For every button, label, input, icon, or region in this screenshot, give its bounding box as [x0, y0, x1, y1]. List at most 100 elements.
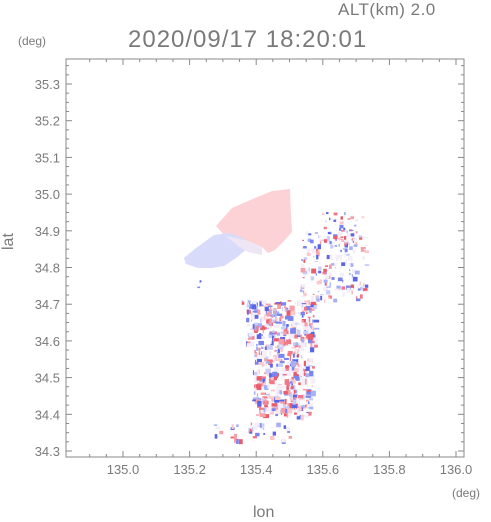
- radar-pixel: [265, 356, 269, 359]
- radar-pixel: [260, 376, 266, 379]
- radar-pixel: [258, 340, 264, 346]
- radar-pixel: [294, 367, 297, 373]
- radar-pixel: [268, 363, 272, 366]
- radar-pixel: [313, 256, 315, 258]
- radar-pixel: [319, 262, 321, 265]
- radar-pixel: [276, 409, 281, 415]
- radar-pixel: [285, 339, 292, 345]
- radar-pixel: [257, 369, 259, 375]
- radar-pixel: [333, 298, 338, 303]
- radar-pixel: [330, 263, 335, 266]
- radar-pixel: [276, 363, 278, 367]
- radar-pixel: [364, 290, 369, 293]
- radar-pixel: [347, 218, 351, 220]
- radar-pixel: [246, 317, 250, 323]
- radar-pixel: [311, 296, 314, 300]
- radar-pixel: [314, 261, 318, 262]
- radar-pixel: [360, 286, 364, 290]
- radar-pixel: [289, 410, 292, 417]
- radar-pixel: [291, 382, 293, 386]
- radar-pixel: [246, 309, 251, 314]
- radar-pixel: [215, 426, 221, 430]
- radar-pixel: [270, 324, 272, 328]
- radar-pixel: [343, 243, 347, 246]
- radar-pixel: [277, 304, 281, 309]
- radar-pixel: [297, 364, 303, 370]
- x-tick-label: 135.8: [373, 462, 406, 477]
- radar-pixel: [355, 296, 358, 301]
- radar-pixel: [291, 315, 297, 317]
- radar-pixel: [256, 353, 262, 358]
- radar-pixel: [254, 326, 259, 332]
- radar-pixel: [362, 235, 364, 240]
- radar-pixel: [260, 423, 262, 428]
- radar-pixel: [272, 371, 278, 377]
- radar-pixel: [264, 316, 269, 319]
- radar-pixel: [294, 302, 297, 305]
- radar-pixel: [306, 389, 312, 395]
- radar-pixel: [254, 325, 257, 331]
- radar-pixel: [334, 267, 336, 269]
- radar-pixel: [351, 274, 354, 278]
- radar-pixel: [277, 435, 279, 438]
- x-axis-unit: (deg): [452, 486, 481, 500]
- radar-pixel: [340, 216, 343, 220]
- radar-pixel: [292, 379, 296, 384]
- radar-pixel: [294, 354, 297, 360]
- radar-pixel: [302, 341, 307, 347]
- radar-pixel: [354, 219, 359, 222]
- radar-pixel: [326, 255, 330, 260]
- radar-pixel: [323, 279, 328, 283]
- radar-pixel: [338, 244, 340, 247]
- radar-pixel: [277, 313, 283, 316]
- radar-pixel: [275, 317, 278, 324]
- radar-pixel: [251, 304, 256, 310]
- radar-pixel: [279, 390, 283, 395]
- radar-pixel: [262, 362, 267, 367]
- radar-pixel: [258, 362, 264, 365]
- radar-pixel: [287, 326, 290, 331]
- radar-pixel: [316, 251, 320, 257]
- radar-pixel: [339, 266, 343, 268]
- radar-pixel: [247, 333, 249, 337]
- radar-pixel: [328, 296, 331, 299]
- radar-pixel: [305, 373, 310, 378]
- radar-pixel: [306, 252, 310, 256]
- radar-pixel: [260, 316, 266, 321]
- radar-pixel: [259, 300, 264, 302]
- radar-pixel: [323, 239, 328, 243]
- radar-pixel: [275, 321, 282, 324]
- radar-pixel: [300, 311, 305, 316]
- radar-pixel: [326, 212, 329, 215]
- radar-pixel: [280, 333, 284, 338]
- radar-pixel: [263, 385, 269, 390]
- radar-pixel: [298, 399, 305, 401]
- velocity-field-layer: [184, 189, 370, 445]
- radar-pixel: [359, 236, 363, 240]
- radar-pixel: [363, 248, 367, 251]
- radar-pixel: [308, 233, 312, 236]
- radar-pixel: [322, 271, 327, 275]
- radar-pixel: [276, 422, 281, 428]
- radar-pixel: [258, 347, 261, 351]
- radar-pixel: [358, 288, 361, 291]
- radar-pixel: [254, 350, 256, 354]
- radar-pixel: [312, 338, 319, 341]
- radar-pixel: [261, 300, 267, 305]
- radar-pixel: [274, 315, 277, 321]
- radar-pixel: [253, 371, 258, 376]
- radar-pixel: [269, 396, 275, 399]
- radar-pixel: [283, 425, 287, 429]
- radar-pixel: [332, 262, 337, 266]
- radar-pixel: [268, 378, 275, 385]
- radar-pixel: [297, 354, 299, 358]
- radar-pixel: [260, 392, 266, 395]
- radar-pixel: [290, 380, 294, 382]
- x-axis-label: lon: [253, 504, 275, 521]
- radar-pixel: [309, 367, 311, 373]
- radar-pixel: [344, 252, 347, 258]
- radar-pixel: [320, 294, 324, 296]
- radar-pixel: [275, 366, 278, 368]
- radar-pixel: [278, 404, 284, 411]
- radar-pixel: [289, 402, 293, 409]
